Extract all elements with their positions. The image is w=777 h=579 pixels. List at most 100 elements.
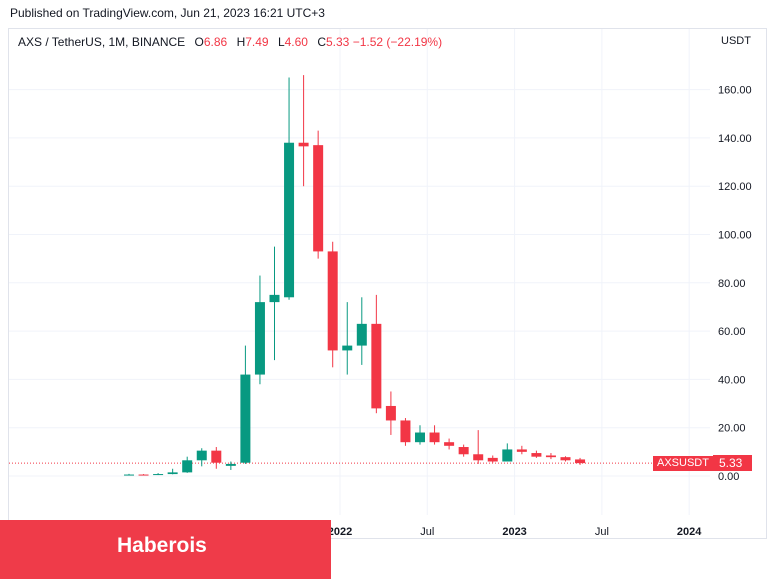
y-axis: 0.00 20.00 40.00 60.00 80.00 100.00 120.00 140.… (718, 85, 752, 483)
y-tick-label: 0.00 (718, 471, 739, 483)
candle (153, 473, 164, 476)
legend-low-value: 4.60 (284, 35, 308, 49)
candle (575, 457, 586, 465)
x-tick-label: 2024 (677, 526, 702, 538)
candle-body (225, 463, 236, 466)
candle (444, 438, 455, 450)
legend-symbol: AXS / TetherUS, 1M, BINANCE (18, 35, 186, 49)
candle (415, 425, 425, 445)
candle (196, 448, 207, 467)
candle-body (400, 420, 411, 443)
candle (182, 456, 193, 473)
candle (531, 450, 542, 458)
candle-body (298, 142, 309, 147)
y-tick-label: 20.00 (718, 423, 746, 435)
chart-frame[interactable] (8, 28, 767, 539)
candle (400, 418, 411, 446)
candle (429, 425, 440, 445)
legend-close-value: 5.33 (326, 35, 350, 49)
candle-body (473, 454, 484, 461)
candle-body (342, 345, 353, 351)
published-caption: Published on TradingView.com, Jun 21, 20… (10, 6, 325, 20)
candle (502, 443, 513, 462)
candle-body (458, 447, 469, 455)
candle (225, 461, 236, 470)
candle (342, 302, 353, 375)
candle-body (182, 460, 193, 473)
candle-body (487, 457, 498, 462)
candle-body (313, 145, 324, 252)
candle-body (516, 449, 527, 452)
legend-high-label: H (236, 35, 246, 49)
candle-body (327, 251, 338, 351)
candle (138, 474, 149, 476)
candle (516, 445, 527, 455)
last-price-label: 5.33 (713, 455, 752, 471)
candle-body (269, 294, 280, 303)
x-tick-label: 2023 (502, 526, 526, 538)
candle (269, 246, 280, 361)
x-tick-label: Jul (595, 526, 609, 538)
watermark-banner: Haberois (0, 520, 331, 579)
candle-body (284, 142, 295, 298)
candle (254, 275, 265, 385)
candle-layer (124, 75, 586, 476)
candle (487, 455, 498, 463)
candle-body (371, 323, 382, 409)
candle (560, 456, 571, 462)
candle (211, 447, 222, 469)
y-tick-label: 40.00 (718, 374, 746, 386)
ohlc-legend: AXS / TetherUS, 1M, BINANCE O6.86 H7.49 … (18, 35, 442, 49)
candle (240, 345, 251, 464)
grid-layer (9, 29, 710, 515)
y-tick-label: 80.00 (718, 278, 746, 290)
candle-body (196, 450, 207, 461)
candle-body (138, 474, 149, 476)
candle-body (502, 449, 513, 462)
candle (327, 241, 338, 368)
candle-body (240, 374, 251, 463)
candle-body (575, 459, 586, 464)
candle-body (254, 302, 265, 375)
candle-body (211, 450, 222, 463)
y-tick-label: 100.00 (718, 230, 752, 242)
candle-body (531, 453, 542, 457)
price-unit-label: USDT (721, 35, 751, 47)
legend-change: −1.52 (−22.19%) (352, 35, 443, 49)
x-tick-label: 2022 (328, 526, 352, 538)
candle (371, 294, 382, 414)
candle-body (415, 432, 425, 443)
x-axis: 2022 Jul 2023 Jul 2024 (328, 526, 703, 538)
candle (458, 444, 469, 457)
candle-body (444, 442, 455, 446)
legend-low-label: L (277, 35, 285, 49)
candle-body (356, 323, 367, 346)
candle-body (153, 474, 164, 476)
candle-body (545, 455, 556, 458)
candle (124, 473, 134, 476)
y-tick-label: 60.00 (718, 326, 746, 338)
watermark-text: Haberois (117, 534, 207, 557)
legend-open-label: O (194, 35, 204, 49)
candle (385, 391, 396, 435)
candle (473, 430, 484, 464)
y-tick-label: 120.00 (718, 181, 752, 193)
candle-body (167, 472, 178, 475)
candle-body (429, 432, 440, 443)
candle-body (124, 474, 134, 476)
y-tick-label: 160.00 (718, 85, 752, 97)
legend-high-value: 7.49 (245, 35, 269, 49)
legend-close-label: C (317, 35, 326, 49)
candle-body (560, 457, 571, 461)
candle-body (385, 405, 396, 421)
candle (298, 75, 309, 187)
symbol-price-badge: AXSUSDT (653, 456, 713, 471)
candle (356, 297, 367, 365)
legend-open-value: 6.86 (203, 35, 228, 49)
candle (284, 77, 295, 300)
candle (167, 468, 178, 475)
candle (313, 130, 324, 259)
y-tick-label: 140.00 (718, 133, 752, 145)
candle (545, 453, 556, 460)
